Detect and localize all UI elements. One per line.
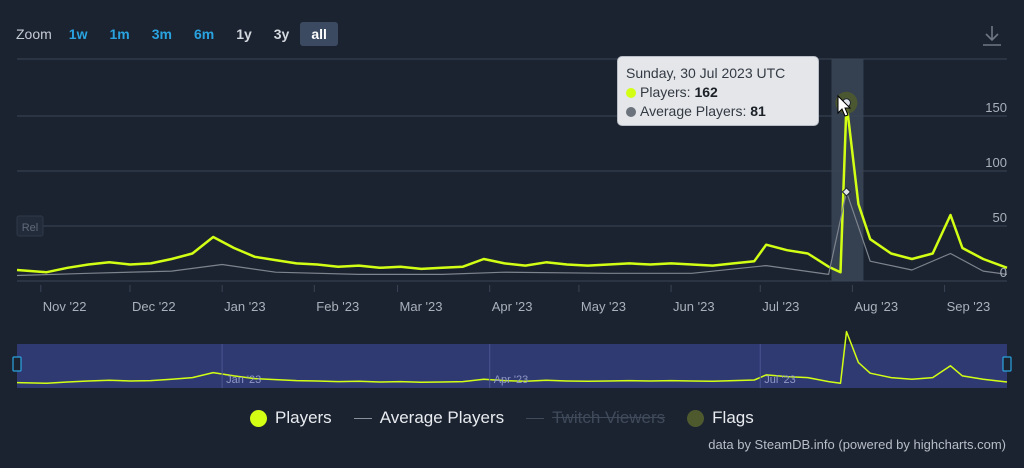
y-tick-label: 50: [993, 210, 1007, 225]
y-axis-ticks: 0 50 100 150: [985, 100, 1007, 280]
zoom-all-button[interactable]: all: [300, 22, 338, 46]
legend-average-label: Average Players: [379, 408, 505, 427]
legend-average-players[interactable]: Average Players: [353, 408, 505, 428]
tooltip: Sunday, 30 Jul 2023 UTC Players: 162 Ave…: [617, 56, 819, 126]
flags-legend-dot-icon: [687, 409, 705, 427]
players-dot-icon: [626, 88, 636, 98]
legend-players[interactable]: Players: [250, 408, 332, 428]
rel-flag[interactable]: Rel: [16, 215, 44, 237]
twitch-legend-line-icon: [526, 417, 545, 419]
x-tick-label: Nov '22: [43, 299, 87, 314]
zoom-bar: Zoom 1w 1m 3m 6m 1y 3y all: [16, 22, 338, 46]
legend-twitch-viewers[interactable]: Twitch Viewers: [526, 408, 665, 428]
legend-players-label: Players: [275, 408, 332, 427]
legend-twitch-label: Twitch Viewers: [552, 408, 666, 427]
credits[interactable]: data by SteamDB.info (powered by highcha…: [708, 437, 1006, 452]
zoom-label: Zoom: [16, 26, 52, 42]
tooltip-average-label: Average Players:: [640, 103, 751, 119]
zoom-1w-button[interactable]: 1w: [68, 26, 88, 42]
navigator-players-line: [16, 330, 1008, 385]
navigator-tick-label: Jan '23: [226, 374, 261, 386]
players-legend-dot-icon: [250, 409, 267, 427]
cursor-pointer-icon: [837, 94, 852, 117]
y-tick-label: 100: [985, 155, 1007, 170]
navigator-tick-label: Apr '23: [494, 374, 529, 386]
zoom-3y-button[interactable]: 3y: [273, 26, 290, 42]
tooltip-average-value: 81: [750, 103, 766, 119]
average-legend-line-icon: [353, 417, 372, 419]
x-tick-label: Jun '23: [673, 299, 715, 314]
x-axis-ticks: Nov '22 Dec '22 Jan '23 Feb '23 Mar '23 Apr '…: [40, 285, 991, 314]
x-tick-label: Mar '23: [400, 299, 443, 314]
legend-flags[interactable]: Flags: [687, 408, 754, 428]
navigator-ticks: Jan '23 Apr '23 Jul '23: [221, 344, 796, 388]
y-tick-label: 150: [985, 100, 1007, 115]
x-tick-label: Feb '23: [316, 299, 359, 314]
x-tick-label: Dec '22: [132, 299, 176, 314]
x-tick-label: Jan '23: [224, 299, 266, 314]
navigator-series: [16, 330, 1008, 385]
download-icon[interactable]: [978, 22, 1006, 50]
series-layer: [16, 101, 1008, 277]
navigator-tick-label: Jul '23: [764, 374, 795, 386]
tooltip-date: Sunday, 30 Jul 2023 UTC: [626, 65, 786, 81]
tooltip-players-label: Players:: [640, 84, 695, 100]
x-tick-label: May '23: [581, 299, 626, 314]
legend: Players Average Players Twitch Viewers F…: [250, 404, 776, 432]
navigator-handle-right[interactable]: [1002, 356, 1012, 372]
x-tick-label: Jul '23: [762, 299, 799, 314]
navigator-handle-left[interactable]: [12, 356, 22, 372]
chart-canvas: 0 50 100 150 Nov '22 Dec '22 Jan '23 Feb '23 Ma…: [12, 58, 1012, 388]
average-hover-point: [841, 187, 852, 197]
x-tick-label: Apr '23: [492, 299, 533, 314]
y-tick-label: 0: [1000, 265, 1007, 280]
zoom-6m-button[interactable]: 6m: [193, 26, 215, 42]
x-tick-label: Aug '23: [854, 299, 898, 314]
average-players-series-line: [16, 191, 1008, 277]
zoom-1y-button[interactable]: 1y: [236, 26, 252, 42]
zoom-1m-button[interactable]: 1m: [109, 26, 130, 42]
average-dot-icon: [626, 107, 636, 117]
navigator[interactable]: Jan '23 Apr '23 Jul '23: [12, 330, 1012, 388]
zoom-3m-button[interactable]: 3m: [151, 26, 172, 42]
x-tick-label: Sep '23: [947, 299, 991, 314]
rel-flag-label: Rel: [22, 222, 39, 234]
tooltip-players-value: 162: [694, 84, 718, 100]
legend-flags-label: Flags: [712, 408, 754, 427]
players-series-line: [16, 101, 1008, 274]
